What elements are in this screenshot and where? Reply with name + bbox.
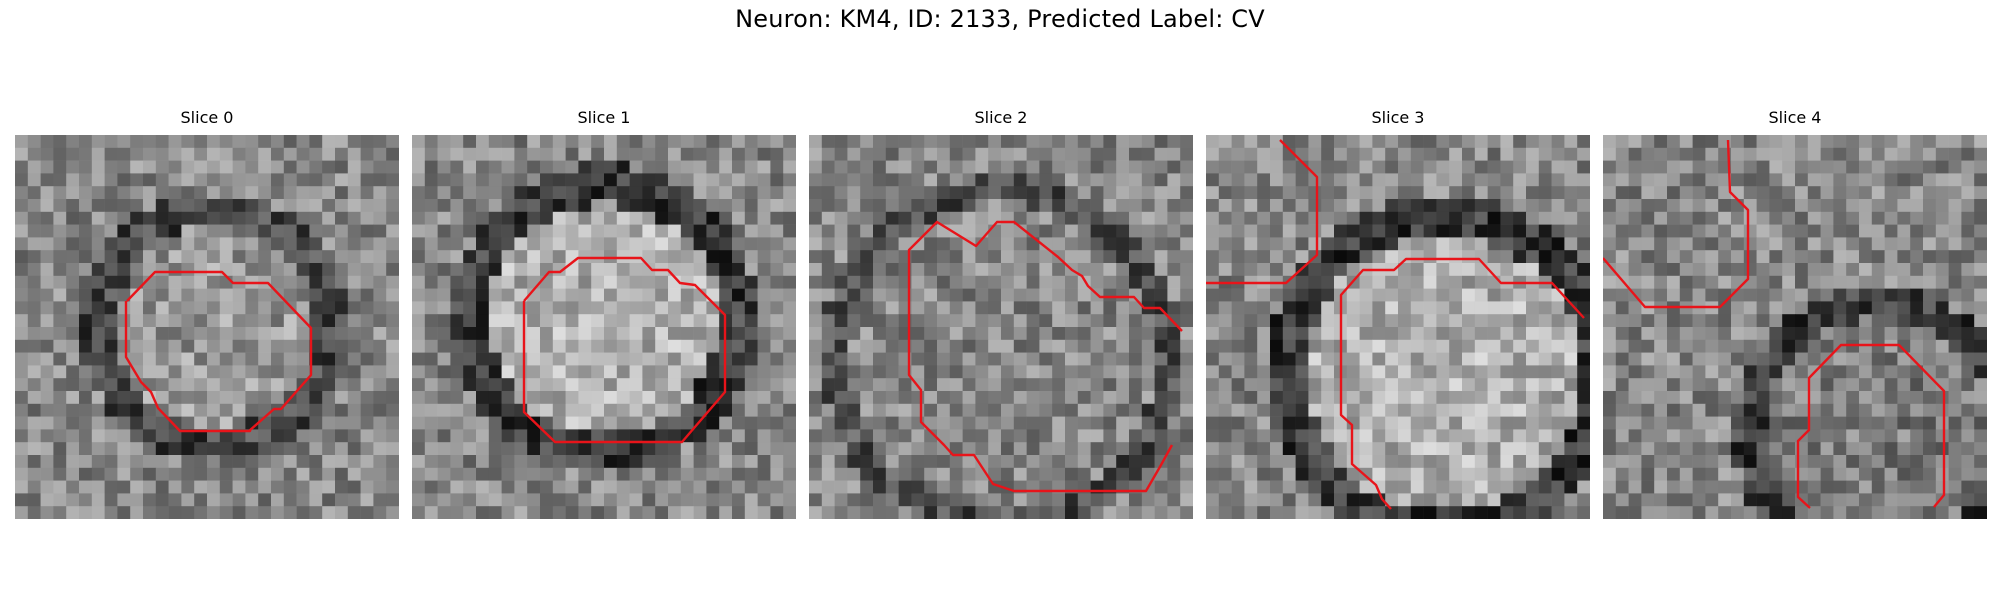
slice-title: Slice 4	[1768, 108, 1822, 127]
grayscale-pixels	[1206, 135, 1590, 519]
segmentation-contour	[124, 270, 313, 433]
slice-panel-2: Slice 2	[809, 105, 1193, 519]
slice-title: Slice 1	[577, 108, 631, 127]
slice-title: Slice 3	[1371, 108, 1425, 127]
slice-panel-1: Slice 1	[412, 105, 796, 519]
grayscale-pixels	[809, 135, 1193, 519]
segmentation-contour	[1339, 257, 1585, 510]
segmentation-contour	[1796, 343, 1946, 509]
slice-image-2	[809, 135, 1193, 519]
grayscale-pixels	[412, 135, 796, 519]
slice-image-0	[15, 135, 399, 519]
slice-image-1	[412, 135, 796, 519]
figure-title: Neuron: KM4, ID: 2133, Predicted Label: …	[735, 5, 1265, 33]
grayscale-pixels	[15, 135, 399, 519]
slice-image-3	[1206, 135, 1590, 519]
slice-panel-4: Slice 4	[1603, 105, 1987, 519]
slice-title: Slice 0	[180, 108, 234, 127]
slice-panel-0: Slice 0	[15, 105, 399, 519]
segmentation-contour	[907, 220, 1183, 493]
slice-panel-3: Slice 3	[1206, 105, 1590, 519]
slice-image-4	[1603, 135, 1987, 519]
segmentation-contour	[1206, 139, 1319, 285]
segmentation-contour	[1603, 139, 1750, 309]
grayscale-pixels	[1603, 135, 1987, 519]
slice-title: Slice 2	[974, 108, 1028, 127]
segmentation-contour	[522, 256, 727, 444]
